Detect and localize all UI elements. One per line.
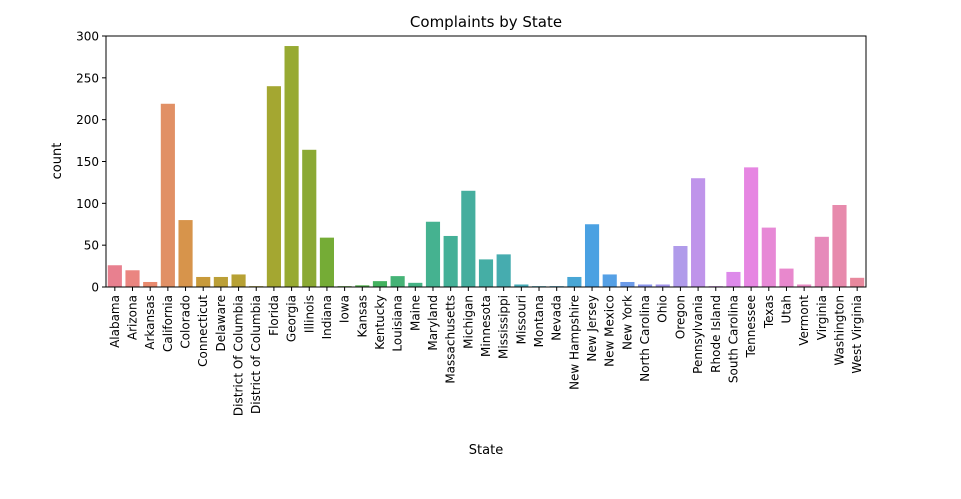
bar-district-of-columbia xyxy=(231,274,246,287)
bar-california xyxy=(160,103,175,288)
x-tick-label: Iowa xyxy=(338,295,352,323)
y-tick-label: 250 xyxy=(76,71,99,85)
chart-title: Complaints by State xyxy=(410,13,562,31)
x-tick-label: Vermont xyxy=(797,295,811,346)
bar-florida xyxy=(266,86,281,287)
bar-utah xyxy=(779,268,794,287)
x-tick-label: District Of Columbia xyxy=(232,295,246,416)
y-tick-label: 300 xyxy=(76,30,99,44)
bar-alabama xyxy=(107,265,122,287)
x-tick-label: Montana xyxy=(532,295,546,347)
bar-pennsylvania xyxy=(691,178,706,287)
bar-texas xyxy=(761,227,776,287)
x-tick-label: District of Columbia xyxy=(249,295,263,414)
x-tick-label: Arkansas xyxy=(143,295,157,350)
x-tick-label: Michigan xyxy=(461,295,475,349)
bar-illinois xyxy=(302,149,317,287)
x-tick-label: Connecticut xyxy=(196,295,210,367)
bar-colorado xyxy=(178,220,193,287)
x-tick-label: Mississippi xyxy=(497,295,511,359)
bar-louisiana xyxy=(390,276,405,287)
bar-washington xyxy=(832,205,847,287)
x-tick-label: Utah xyxy=(779,295,793,323)
bar-new-york xyxy=(620,281,635,287)
x-tick-label: West Virginia xyxy=(850,295,864,374)
bar-virginia xyxy=(814,236,829,287)
y-axis-title: count xyxy=(50,143,65,180)
x-tick-label: Pennsylvania xyxy=(691,295,705,374)
bar-massachusetts xyxy=(443,235,458,287)
bar-georgia xyxy=(284,46,299,287)
y-tick-label: 200 xyxy=(76,113,99,127)
bar-west-virginia xyxy=(850,277,865,287)
x-tick-label: Nevada xyxy=(550,295,564,341)
x-tick-label: New Jersey xyxy=(585,295,599,362)
x-tick-label: Rhode Island xyxy=(709,295,723,373)
x-tick-label: New York xyxy=(620,295,634,350)
y-tick-label: 50 xyxy=(84,239,99,253)
x-tick-label: Virginia xyxy=(815,295,829,340)
bar-missouri xyxy=(514,284,529,287)
x-tick-label: Maine xyxy=(408,295,422,331)
x-axis-ticks: Alabama Arizona Arkansas California Colorado… xyxy=(108,287,864,416)
bar-minnesota xyxy=(478,259,494,287)
x-tick-label: Texas xyxy=(762,295,776,329)
x-axis-title: State xyxy=(469,443,503,458)
x-tick-label: Arizona xyxy=(126,295,140,340)
bar-delaware xyxy=(213,276,228,287)
x-tick-label: Illinois xyxy=(302,295,316,333)
x-tick-label: Missouri xyxy=(514,295,528,344)
bar-kansas xyxy=(355,285,370,287)
y-axis-ticks: 0 50 100 150 200 250 300 xyxy=(76,30,106,295)
x-tick-label: Washington xyxy=(832,295,846,366)
bar-ohio xyxy=(655,284,670,287)
x-tick-label: Georgia xyxy=(285,295,299,342)
x-tick-label: New Hampshire xyxy=(567,295,581,390)
x-tick-label: Maryland xyxy=(426,295,440,351)
bar-oregon xyxy=(673,246,688,287)
x-tick-label: Ohio xyxy=(656,295,670,323)
bar-new-mexico xyxy=(602,274,617,287)
bar-new-jersey xyxy=(584,224,600,287)
bar-south-carolina xyxy=(726,271,741,287)
x-tick-label: Florida xyxy=(267,295,281,336)
x-tick-label: Oregon xyxy=(673,295,687,339)
bars-group xyxy=(107,46,865,288)
bar-michigan xyxy=(461,190,476,287)
x-tick-label: North Carolina xyxy=(638,295,652,382)
bar-north-carolina xyxy=(638,284,653,287)
plot-frame xyxy=(105,35,867,288)
bar-arizona xyxy=(125,270,140,287)
y-tick-label: 0 xyxy=(91,281,99,295)
bar-vermont xyxy=(797,284,812,287)
bar-tennessee xyxy=(744,167,759,287)
x-tick-label: Alabama xyxy=(108,295,122,348)
bar-new-hampshire xyxy=(567,276,582,287)
x-tick-label: Minnesota xyxy=(479,295,493,357)
bar-mississippi xyxy=(496,254,511,287)
x-tick-label: Louisiana xyxy=(391,295,405,352)
bar-arkansas xyxy=(143,281,158,287)
x-tick-label: Massachusetts xyxy=(444,295,458,384)
bar-maine xyxy=(408,282,423,287)
x-tick-label: South Carolina xyxy=(726,295,740,383)
x-tick-label: Indiana xyxy=(320,295,334,339)
x-tick-label: Kansas xyxy=(355,295,369,337)
bar-indiana xyxy=(319,237,334,287)
x-tick-label: Colorado xyxy=(179,295,193,349)
y-tick-label: 150 xyxy=(76,155,99,169)
x-tick-label: New Mexico xyxy=(603,295,617,367)
x-tick-label: Tennessee xyxy=(744,295,758,359)
bar-maryland xyxy=(425,221,441,287)
x-tick-label: Kentucky xyxy=(373,295,387,350)
bar-kentucky xyxy=(372,281,388,287)
y-tick-label: 100 xyxy=(76,197,99,211)
x-tick-label: Delaware xyxy=(214,295,228,352)
bar-connecticut xyxy=(196,276,211,287)
x-tick-label: California xyxy=(161,295,175,352)
